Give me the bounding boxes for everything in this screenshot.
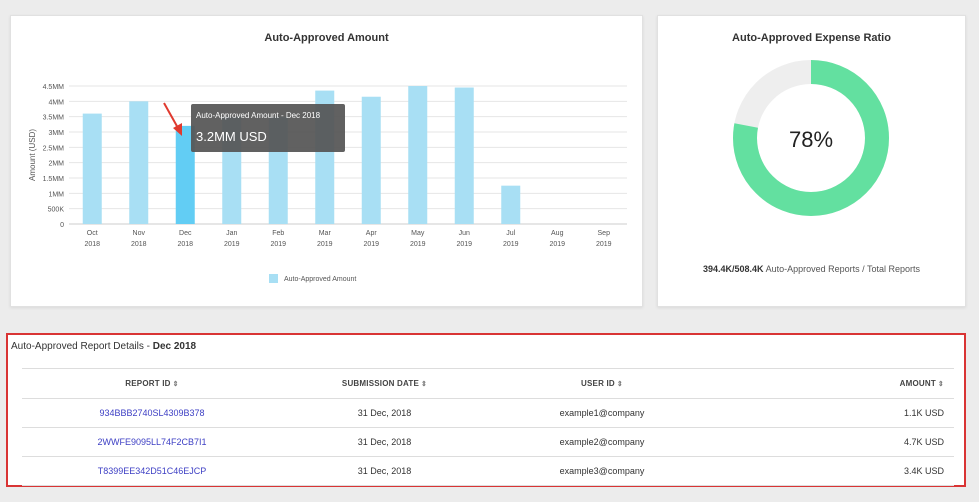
x-tick-label-year: 2019 bbox=[596, 241, 612, 248]
y-tick-label: 3.5MM bbox=[43, 115, 65, 122]
submission-date-cell: 31 Dec, 2018 bbox=[282, 456, 487, 486]
y-tick-label: 500K bbox=[48, 207, 65, 214]
x-tick-label-year: 2019 bbox=[549, 241, 565, 248]
submission-date-cell: 31 Dec, 2018 bbox=[282, 398, 487, 428]
column-header-user-id[interactable]: USER ID ⇕ bbox=[487, 368, 717, 399]
x-tick-label-year: 2019 bbox=[317, 241, 333, 248]
column-header-amount[interactable]: AMOUNT ⇕ bbox=[717, 368, 954, 399]
column-header-report-id[interactable]: REPORT ID ⇕ bbox=[22, 368, 282, 399]
y-tick-label: 0 bbox=[60, 222, 64, 229]
x-tick-label-year: 2019 bbox=[410, 241, 426, 248]
x-tick-label-year: 2019 bbox=[270, 241, 286, 248]
x-tick-label-year: 2019 bbox=[224, 241, 240, 248]
amount-cell: 3.4K USD bbox=[717, 456, 954, 486]
tooltip-title: Auto-Approved Amount - Dec 2018 bbox=[196, 111, 321, 120]
user-id-cell: example1@company bbox=[487, 398, 717, 428]
auto-approved-amount-card: Auto-Approved Amount 0 500K 1MM 1.5MM 2MM 2.5… bbox=[10, 15, 643, 307]
submission-date-cell: 31 Dec, 2018 bbox=[282, 427, 487, 457]
ratio-summary-text: Auto-Approved Reports / Total Reports bbox=[763, 264, 920, 274]
details-title-period: Dec 2018 bbox=[152, 341, 197, 352]
auto-approved-amount-chart: 0 500K 1MM 1.5MM 2MM 2.5MM 3MM 3.5MM 4MM 4.5MM Amo… bbox=[28, 84, 627, 283]
x-tick-label-month: Oct bbox=[87, 230, 98, 237]
bar[interactable] bbox=[408, 86, 428, 224]
bar[interactable] bbox=[175, 125, 195, 224]
x-tick-label-year: 2019 bbox=[456, 241, 472, 248]
donut-fill bbox=[733, 60, 889, 216]
amount-cell: 4.7K USD bbox=[717, 427, 954, 457]
sort-icon: ⇕ bbox=[421, 381, 428, 388]
table-row: 934BBB2740SL4309B378 31 Dec, 2018 exampl… bbox=[22, 398, 954, 428]
y-tick-label: 4MM bbox=[48, 99, 64, 106]
x-tick-label-month: Mar bbox=[319, 230, 332, 237]
y-tick-label: 1MM bbox=[48, 191, 64, 198]
y-tick-label: 2.5MM bbox=[43, 145, 65, 152]
x-tick-label-month: Aug bbox=[551, 230, 564, 237]
x-tick-label-month: May bbox=[411, 230, 425, 237]
bar[interactable] bbox=[129, 101, 149, 224]
bar[interactable] bbox=[454, 87, 474, 225]
ratio-title: Auto-Approved Expense Ratio bbox=[732, 32, 891, 44]
ratio-summary: 394.4K/508.4K Auto-Approved Reports / To… bbox=[658, 264, 965, 274]
bar[interactable] bbox=[361, 96, 381, 224]
legend-label: Auto-Approved Amount bbox=[284, 276, 356, 283]
ratio-summary-values: 394.4K/508.4K bbox=[703, 264, 764, 274]
x-tick-label-year: 2018 bbox=[177, 241, 193, 248]
legend-swatch bbox=[269, 274, 278, 283]
donut-percent: 78% bbox=[789, 127, 833, 152]
report-id-link[interactable]: 2WWFE9095LL74F2CB7I1 bbox=[97, 437, 207, 447]
column-header-submission-date[interactable]: SUBMISSION DATE ⇕ bbox=[282, 368, 487, 399]
table-row: 2WWFE9095LL74F2CB7I1 31 Dec, 2018 exampl… bbox=[22, 427, 954, 457]
x-tick-label-year: 2018 bbox=[131, 241, 147, 248]
table-header-row: REPORT ID ⇕ SUBMISSION DATE ⇕ USER ID ⇕ AMO… bbox=[22, 368, 954, 399]
y-axis-label: Amount (USD) bbox=[28, 129, 37, 181]
report-id-link[interactable]: 934BBB2740SL4309B378 bbox=[99, 408, 205, 418]
user-id-cell: example3@company bbox=[487, 456, 717, 486]
bar[interactable] bbox=[82, 113, 102, 224]
expense-ratio-card: Auto-Approved Expense Ratio 78% 394.4K/5… bbox=[657, 15, 966, 307]
tooltip-box bbox=[191, 104, 345, 152]
sort-icon: ⇕ bbox=[616, 381, 623, 388]
report-details-table: REPORT ID ⇕ SUBMISSION DATE ⇕ USER ID ⇕ AMO… bbox=[22, 368, 954, 486]
x-tick-label-month: Sep bbox=[598, 230, 611, 237]
annotation-arrow-line bbox=[163, 102, 179, 129]
bar[interactable] bbox=[501, 185, 521, 224]
x-tick-label-month: Feb bbox=[272, 230, 284, 237]
sort-icon: ⇕ bbox=[937, 381, 944, 388]
table-row: T8399EE342D51C46EJCP 31 Dec, 2018 exampl… bbox=[22, 456, 954, 486]
x-tick-label-year: 2019 bbox=[503, 241, 519, 248]
x-tick-label-month: Dec bbox=[179, 230, 192, 237]
y-tick-label: 4.5MM bbox=[43, 84, 65, 91]
x-tick-label-year: 2019 bbox=[363, 241, 379, 248]
y-tick-label: 2MM bbox=[48, 161, 64, 168]
chart-title: Auto-Approved Amount bbox=[264, 32, 389, 44]
y-tick-label: 3MM bbox=[48, 130, 64, 137]
x-tick-label-month: Apr bbox=[366, 230, 378, 237]
x-tick-label-month: Jun bbox=[459, 230, 470, 237]
report-id-link[interactable]: T8399EE342D51C46EJCP bbox=[97, 466, 207, 476]
x-tick-label-year: 2018 bbox=[84, 241, 100, 248]
tooltip-value: 3.2MM USD bbox=[196, 129, 267, 144]
sort-icon: ⇕ bbox=[172, 381, 179, 388]
amount-cell: 1.1K USD bbox=[717, 398, 954, 428]
expense-ratio-donut: 78% bbox=[733, 60, 889, 216]
y-tick-label: 1.5MM bbox=[43, 176, 65, 183]
report-details-panel: Auto-Approved Report Details - Dec 2018 … bbox=[6, 333, 966, 487]
x-tick-label-month: Jul bbox=[506, 230, 515, 237]
details-title: Auto-Approved Report Details - Dec 2018 bbox=[11, 341, 196, 352]
annotation-arrow-head bbox=[173, 123, 182, 136]
details-title-prefix: Auto-Approved Report Details - bbox=[11, 341, 153, 352]
x-tick-label-month: Nov bbox=[133, 230, 146, 237]
user-id-cell: example2@company bbox=[487, 427, 717, 457]
x-tick-label-month: Jan bbox=[226, 230, 237, 237]
